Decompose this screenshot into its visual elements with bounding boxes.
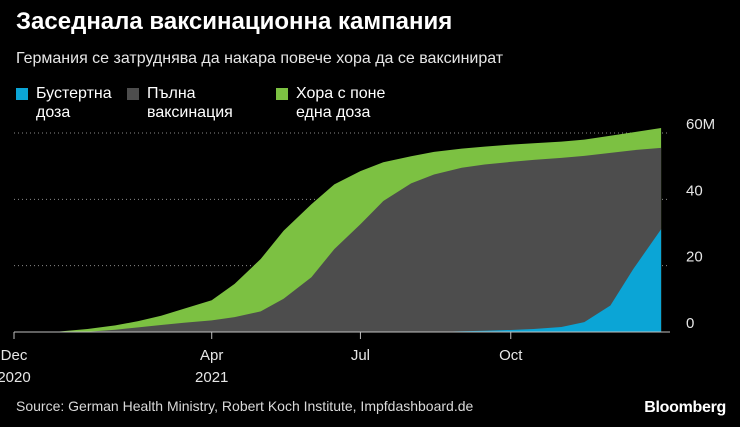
area-series-2 (56, 229, 662, 332)
x-tick-label-1-1: 2021 (195, 369, 228, 386)
area-series-1 (56, 147, 662, 332)
legend-item-full: Пълна ваксинация (127, 84, 233, 122)
source-note: Source: German Health Ministry, Robert K… (16, 398, 474, 414)
chart-title: Заседнала ваксинационна кампания (16, 8, 453, 35)
x-tick-label-0-1: 2020 (0, 369, 31, 386)
x-tick-label-3-0: Oct (499, 347, 523, 364)
chart-subtitle: Германия се затруднява да накара повече … (16, 50, 504, 67)
x-tick-label-1-0: Apr (200, 347, 223, 364)
legend-label-booster: Бустертна доза (36, 85, 112, 121)
y-tick-label-60: 60M (686, 116, 715, 133)
legend-item-booster: Бустертна доза (16, 84, 112, 122)
legend-swatch-one-dose (276, 88, 288, 100)
legend-label-full: Пълна ваксинация (147, 85, 233, 121)
legend-item-one-dose: Хора с поне една доза (276, 84, 385, 122)
legend-label-one-dose: Хора с поне една доза (296, 85, 386, 121)
legend-swatch-booster (16, 88, 28, 100)
x-tick-label-0-0: Dec (1, 347, 28, 364)
legend-swatch-full (127, 88, 139, 100)
y-tick-label-40: 40 (686, 182, 703, 199)
y-tick-label-20: 20 (686, 249, 703, 266)
x-tick-label-2-0: Jul (351, 347, 370, 364)
y-tick-label-0: 0 (686, 315, 694, 332)
bloomberg-logo: Bloomberg (644, 399, 726, 416)
